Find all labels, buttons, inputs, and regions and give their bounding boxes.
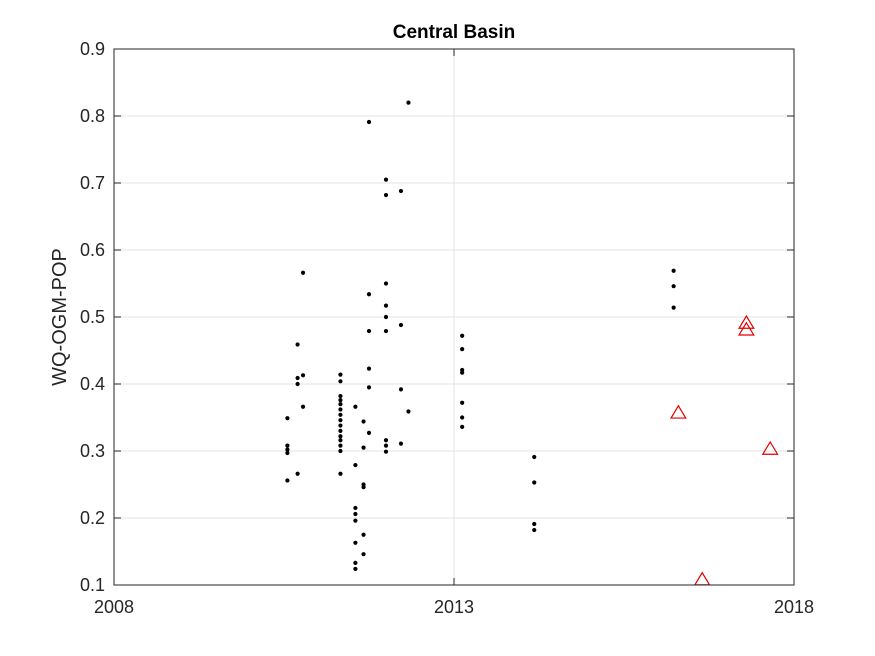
- dot-point: [295, 342, 300, 347]
- dot-point: [398, 322, 404, 328]
- dot-point: [532, 480, 537, 485]
- dot-point: [361, 485, 366, 490]
- dot-point: [383, 303, 389, 308]
- plot-frame: [113, 48, 795, 586]
- dot-point: [285, 450, 290, 456]
- x-tick-label: 2013: [434, 597, 474, 617]
- dot-point: [361, 419, 366, 424]
- dot-point: [532, 521, 537, 527]
- dot-point: [398, 188, 404, 194]
- dot-point: [532, 454, 537, 460]
- chart-title: Central Basin: [393, 22, 515, 43]
- dot-point: [338, 448, 343, 454]
- dot-point: [338, 434, 343, 439]
- dot-point: [338, 471, 343, 476]
- dot-point: [406, 409, 411, 414]
- dot-point: [338, 379, 343, 384]
- dot-point: [366, 366, 372, 371]
- dot-point: [532, 527, 537, 533]
- y-axis-title: WQ-OGM-POP: [49, 248, 71, 386]
- dot-point: [460, 400, 465, 405]
- dot-point: [338, 438, 343, 443]
- y-tick-label: 0.2: [80, 508, 105, 528]
- dot-point: [285, 447, 290, 452]
- dot-point: [361, 532, 366, 537]
- dot-point: [366, 328, 372, 334]
- y-tick-label: 0.9: [80, 39, 105, 59]
- dot-point: [285, 416, 290, 421]
- dot-point: [300, 373, 306, 378]
- dot-point: [460, 415, 465, 420]
- dot-point: [361, 445, 366, 450]
- dot-point: [285, 478, 290, 483]
- dot-point: [295, 471, 300, 476]
- y-tick-label: 0.7: [80, 173, 105, 193]
- dot-point: [338, 418, 343, 423]
- dot-point: [353, 404, 358, 409]
- dot-point: [353, 462, 358, 468]
- dot-point: [383, 314, 389, 320]
- dot-point: [353, 540, 358, 545]
- triangle-point: [669, 404, 687, 419]
- dot-point: [353, 518, 358, 523]
- dot-point: [353, 511, 358, 517]
- dot-point: [353, 560, 358, 565]
- tick-labels: 0.1 0.2 0.3 0.4 0.5 0.6 0.7 0.8 0.9 2008 2013 2018: [80, 39, 814, 617]
- dot-point: [338, 407, 343, 412]
- x-tick-label: 2008: [94, 597, 134, 617]
- y-tick-label: 0.3: [80, 441, 105, 461]
- dot-point: [338, 402, 343, 407]
- y-tick-label: 0.8: [80, 106, 105, 126]
- dot-point: [383, 443, 389, 448]
- dot-point: [383, 449, 389, 454]
- dot-point: [338, 412, 343, 417]
- dot-point: [300, 404, 306, 409]
- dot-point: [366, 119, 372, 125]
- dot-point: [460, 333, 465, 338]
- dot-point: [338, 443, 343, 448]
- dot-point: [338, 393, 343, 399]
- dot-point: [671, 268, 676, 273]
- y-tick-label: 0.4: [80, 374, 105, 394]
- dot-point: [366, 430, 372, 436]
- triangle-point: [737, 321, 755, 336]
- dot-point: [383, 281, 389, 286]
- dot-point: [295, 375, 300, 381]
- dot-point: [460, 347, 465, 352]
- dot-point: [406, 100, 411, 105]
- dot-point: [671, 305, 676, 310]
- dot-point: [361, 552, 366, 557]
- dot-point: [353, 566, 358, 572]
- triangle-point: [761, 440, 779, 455]
- dot-point: [338, 423, 343, 428]
- dot-point: [338, 428, 343, 433]
- y-tick-label: 0.6: [80, 240, 105, 260]
- dot-point: [383, 177, 389, 182]
- dot-point: [300, 270, 306, 275]
- dot-point: [338, 372, 343, 377]
- dot-point: [671, 284, 676, 289]
- dot-point: [366, 385, 372, 390]
- dot-point: [398, 387, 404, 392]
- dot-point: [383, 192, 389, 198]
- dot-point: [338, 397, 343, 403]
- dot-point: [460, 424, 465, 429]
- data-points: [285, 100, 779, 586]
- triangle-point: [737, 314, 755, 329]
- dot-point: [383, 328, 389, 334]
- x-tick-label: 2018: [774, 597, 814, 617]
- dot-point: [285, 443, 290, 448]
- y-tick-label: 0.1: [80, 575, 105, 595]
- dot-point: [398, 441, 404, 446]
- dot-point: [383, 438, 389, 443]
- dot-point: [295, 381, 300, 387]
- dot-point: [460, 370, 465, 375]
- dot-point: [366, 292, 372, 297]
- dot-point: [353, 505, 358, 511]
- y-tick-label: 0.5: [80, 307, 105, 327]
